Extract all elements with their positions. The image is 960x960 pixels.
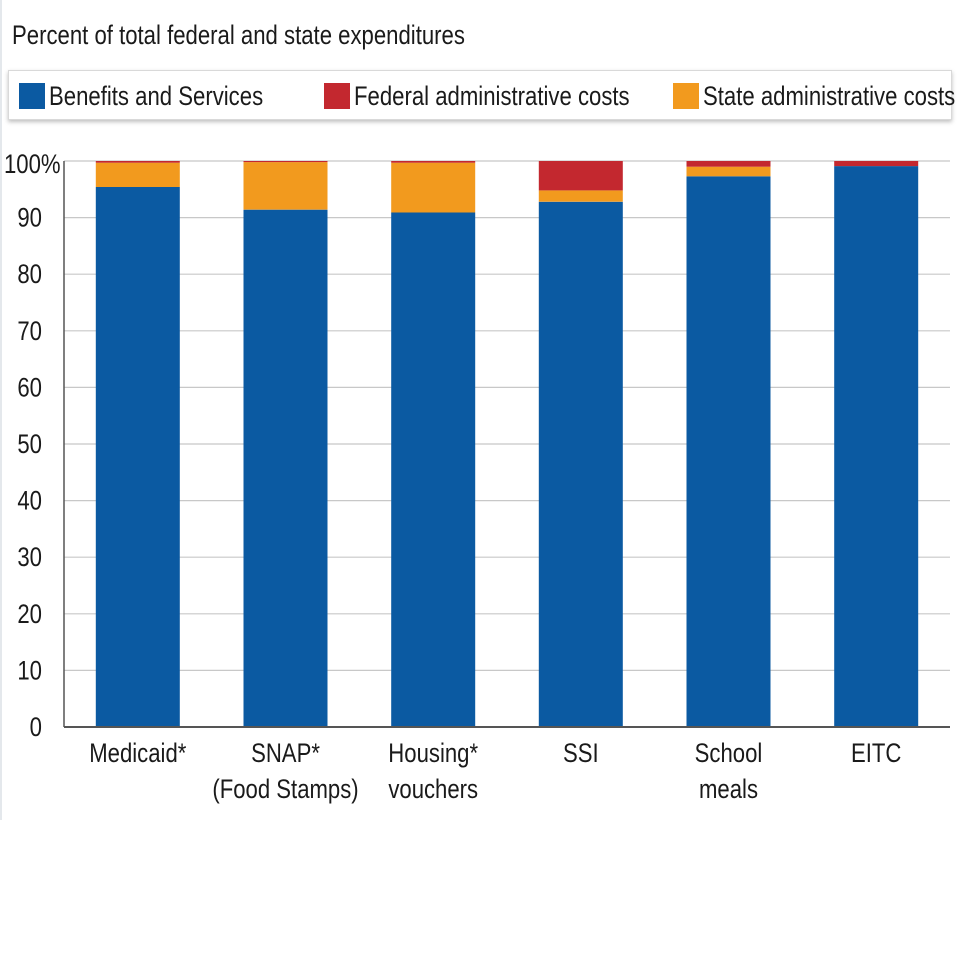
x-category-label: SSI [563,739,599,769]
y-tick-label: 40 [17,487,42,517]
y-tick-label: 60 [17,373,42,403]
legend: Benefits and Services Federal administra… [8,70,955,120]
y-tick-label: 70 [17,317,42,347]
bar-segment [538,161,623,191]
bar-segment [834,166,919,728]
bar-segment [686,166,771,177]
bars [95,161,919,728]
x-category-label: EITC [851,739,901,769]
y-tick-label: 90 [17,204,42,234]
x-category-label: vouchers [388,775,478,805]
y-tick-label: 100% [4,150,61,180]
bar-segment [538,201,623,728]
y-tick-label: 10 [17,656,42,686]
y-tick-label: 50 [17,430,42,460]
y-tick-label: 0 [30,713,42,743]
bar-segment [243,161,328,163]
chart-subtitle: Percent of total federal and state expen… [12,20,465,50]
axes: 0 10 20 30 40 50 60 70 80 90 100% Medicaid* SNAP* (Fo… [4,150,950,805]
x-category-label: SNAP* [251,739,320,769]
legend-item-benefits: Benefits and Services [19,81,310,111]
bar-segment [243,209,328,727]
y-tick-label: 30 [17,543,42,573]
bar-segment [391,162,476,213]
legend-item-federal: Federal administrative costs [324,81,690,111]
x-category-label: School [695,739,763,769]
bar-segment [686,161,771,167]
bar-segment [95,161,180,163]
bar-segment [243,162,328,210]
legend-item-state: State administrative costs [673,81,960,111]
y-tick-label: 20 [17,600,42,630]
x-category-label: Housing* [388,739,478,769]
x-category-label: Medicaid* [89,739,187,769]
bar-segment [834,161,919,167]
bar-segment [95,162,180,187]
gridlines [64,160,950,672]
x-category-label: meals [699,775,758,805]
legend-swatch-benefits [19,83,45,109]
legend-swatch-federal [324,83,350,109]
bar-segment [391,161,476,163]
legend-label-state: State administrative costs [703,80,956,111]
bar-segment [391,212,476,727]
legend-swatch-state [673,83,699,109]
bar-segment [686,176,771,728]
bar-segment [538,190,623,202]
legend-label-federal: Federal administrative costs [354,80,630,111]
x-category-label: (Food Stamps) [212,775,358,805]
left-divider [0,0,2,820]
bar-segment [95,187,180,727]
legend-label-benefits: Benefits and Services [49,80,264,111]
y-tick-label: 80 [17,260,42,290]
